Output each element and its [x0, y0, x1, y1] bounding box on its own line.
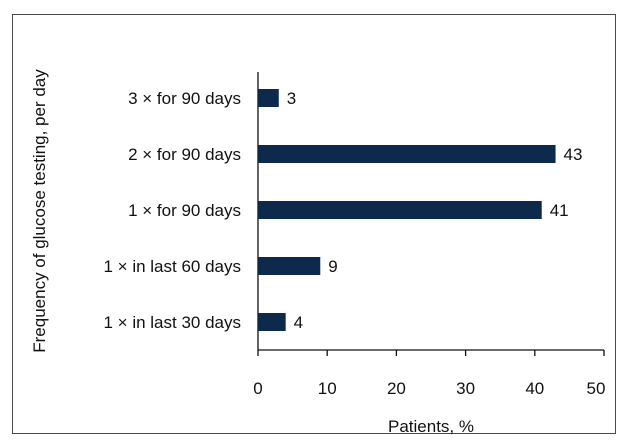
category-labels: 3 × for 90 days 2 × for 90 days 1 × for 90…: [103, 89, 241, 332]
bar: [258, 145, 556, 163]
y-axis-title: Frequency of glucose testing, per day: [30, 69, 49, 353]
data-label: 3: [287, 89, 296, 108]
x-ticks: 0 10 20 30 40 50: [253, 350, 605, 398]
chart-frame: [12, 14, 616, 434]
bar: [258, 89, 279, 107]
data-label: 4: [294, 313, 303, 332]
bar: [258, 257, 321, 275]
category-label: 1 × in last 60 days: [103, 257, 241, 276]
bars: [258, 89, 556, 331]
x-tick-label: 0: [253, 379, 262, 398]
category-label: 1 × for 90 days: [128, 201, 241, 220]
data-label: 43: [564, 145, 583, 164]
x-tick-label: 40: [525, 379, 544, 398]
x-axis-title: Patients, %: [388, 417, 474, 436]
x-tick-label: 10: [318, 379, 337, 398]
value-labels: 3 43 41 9 4: [287, 89, 583, 332]
bar: [258, 313, 286, 331]
data-label: 9: [328, 257, 337, 276]
category-label: 2 × for 90 days: [128, 145, 241, 164]
x-tick-label: 50: [587, 379, 606, 398]
x-tick-label: 20: [387, 379, 406, 398]
x-tick-label: 30: [456, 379, 475, 398]
bar: [258, 201, 542, 219]
data-label: 41: [550, 201, 569, 220]
category-label: 3 × for 90 days: [128, 89, 241, 108]
category-label: 1 × in last 30 days: [103, 313, 241, 332]
